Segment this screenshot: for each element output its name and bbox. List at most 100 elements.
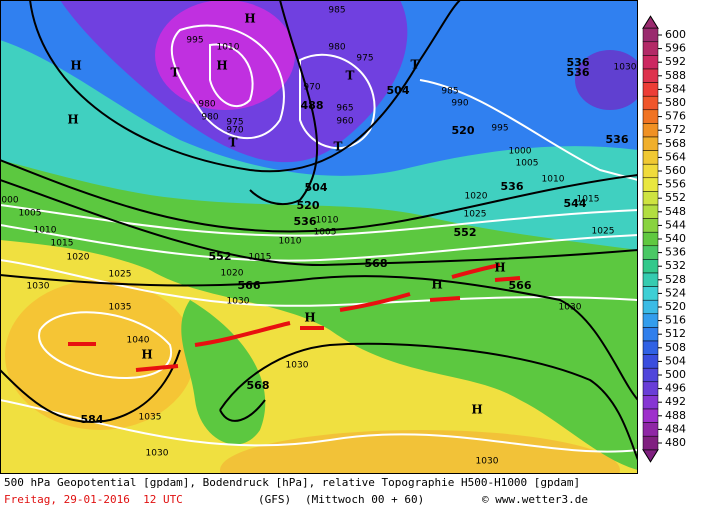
colorbar-label: 480 — [665, 436, 686, 449]
colorbar: 6005965925885845805765725685645605565525… — [642, 15, 686, 463]
colorbar-label: 548 — [665, 205, 686, 218]
colorbar-label: 504 — [665, 354, 686, 367]
pressure-center: H — [304, 311, 315, 325]
contour-label: 000 — [1, 196, 18, 206]
colorbar-cell — [642, 218, 659, 233]
contour-label: 566 — [238, 279, 261, 292]
colorbar-label: 568 — [665, 137, 686, 150]
contour-label: 980 — [201, 113, 218, 123]
colorbar-cell — [642, 95, 659, 111]
colorbar-cell — [642, 367, 659, 383]
colorbar-cell — [642, 136, 659, 151]
colorbar-label: 488 — [665, 409, 686, 422]
contour-label: 1030 — [286, 361, 309, 371]
contour-label: 1030 — [227, 297, 250, 307]
contour-label: 1005 — [314, 228, 337, 238]
colorbar-label: 484 — [665, 422, 686, 435]
contour-label: 1025 — [592, 227, 615, 237]
colorbar-cell — [642, 422, 659, 437]
contour-label: 995 — [186, 36, 203, 46]
colorbar-label: 536 — [665, 246, 686, 259]
colorbar-cell — [642, 340, 659, 355]
contour-label: 536 — [501, 180, 524, 193]
contour-label: 990 — [451, 99, 468, 109]
contour-label: 1015 — [51, 239, 74, 249]
footer-model: (GFS) — [258, 493, 291, 506]
pressure-center: T — [334, 140, 343, 154]
contour-label: 552 — [209, 250, 232, 263]
pressure-center: T — [229, 136, 238, 150]
contour-label: 980 — [328, 43, 345, 53]
contour-label: 1035 — [139, 413, 162, 423]
contour-label: 1015 — [249, 253, 272, 263]
colorbar-label: 564 — [665, 150, 686, 163]
footer-run: (Mittwoch 00 + 60) — [305, 493, 424, 506]
colorbar-label: 592 — [665, 55, 686, 68]
colorbar-cell — [642, 259, 659, 274]
colorbar-cell — [642, 163, 659, 179]
contour-label: 1035 — [109, 303, 132, 313]
contour-label: 1030 — [476, 457, 499, 467]
contour-label: 1030 — [146, 449, 169, 459]
contour-label: 544 — [564, 197, 587, 210]
contour-label: 504 — [387, 84, 410, 97]
pressure-center: H — [70, 59, 81, 73]
colorbar-cell — [642, 204, 659, 219]
contour-label: 1025 — [464, 210, 487, 220]
pressure-center: T — [411, 58, 420, 72]
contour-label: 536 — [606, 133, 629, 146]
colorbar-cap — [642, 15, 659, 29]
colorbar-cell — [642, 299, 659, 315]
footer-date: Freitag, 29-01-2016 12 UTC — [4, 493, 183, 506]
contour-label: 985 — [328, 6, 345, 16]
pressure-center: H — [141, 348, 152, 362]
pressure-center: H — [471, 403, 482, 417]
contour-label: 1010 — [542, 175, 565, 185]
colorbar-cell — [642, 327, 659, 342]
contour-label: 568 — [365, 257, 388, 270]
colorbar-label: 584 — [665, 82, 686, 95]
colorbar-label: 572 — [665, 123, 686, 136]
contour-label: 504 — [305, 181, 328, 194]
map — [0, 0, 638, 474]
contour-label: 584 — [81, 413, 104, 426]
contour-label: 552 — [454, 226, 477, 239]
colorbar-cap — [642, 449, 659, 463]
contour-label: 1005 — [19, 209, 42, 219]
colorbar-label: 492 — [665, 395, 686, 408]
contour-label: 536 — [567, 56, 590, 69]
caption: 500 hPa Geopotential [gpdam], Bodendruck… — [4, 476, 580, 489]
contour-label: 1020 — [67, 253, 90, 263]
contour-label: 536 — [567, 66, 590, 79]
colorbar-label: 600 — [665, 28, 686, 41]
colorbar-cell — [642, 177, 659, 192]
colorbar-label: 588 — [665, 69, 686, 82]
colorbar-cell — [642, 313, 659, 328]
colorbar-cell — [642, 82, 659, 97]
pressure-center: H — [216, 59, 227, 73]
contour-label: 970 — [226, 126, 243, 136]
contour-label: 1010 — [316, 216, 339, 226]
contour-label: 1040 — [127, 336, 150, 346]
colorbar-label: 552 — [665, 191, 686, 204]
contour-label: 520 — [452, 124, 475, 137]
colorbar-cell — [642, 109, 659, 124]
contour-label: 488 — [301, 99, 324, 112]
colorbar-label: 596 — [665, 42, 686, 55]
colorbar-label: 528 — [665, 273, 686, 286]
colorbar-cell — [642, 231, 659, 247]
colorbar-cell — [642, 395, 659, 410]
colorbar-label: 520 — [665, 300, 686, 313]
contour-label: 1000 — [509, 147, 532, 157]
contour-label: 975 — [226, 118, 243, 128]
colorbar-label: 508 — [665, 341, 686, 354]
colorbar-label: 532 — [665, 259, 686, 272]
pressure-center: T — [346, 69, 355, 83]
pressure-center: H — [431, 278, 442, 292]
contour-label: 980 — [198, 100, 215, 110]
colorbar-label: 500 — [665, 368, 686, 381]
colorbar-cell — [642, 381, 659, 396]
contour-label: 970 — [303, 83, 320, 93]
